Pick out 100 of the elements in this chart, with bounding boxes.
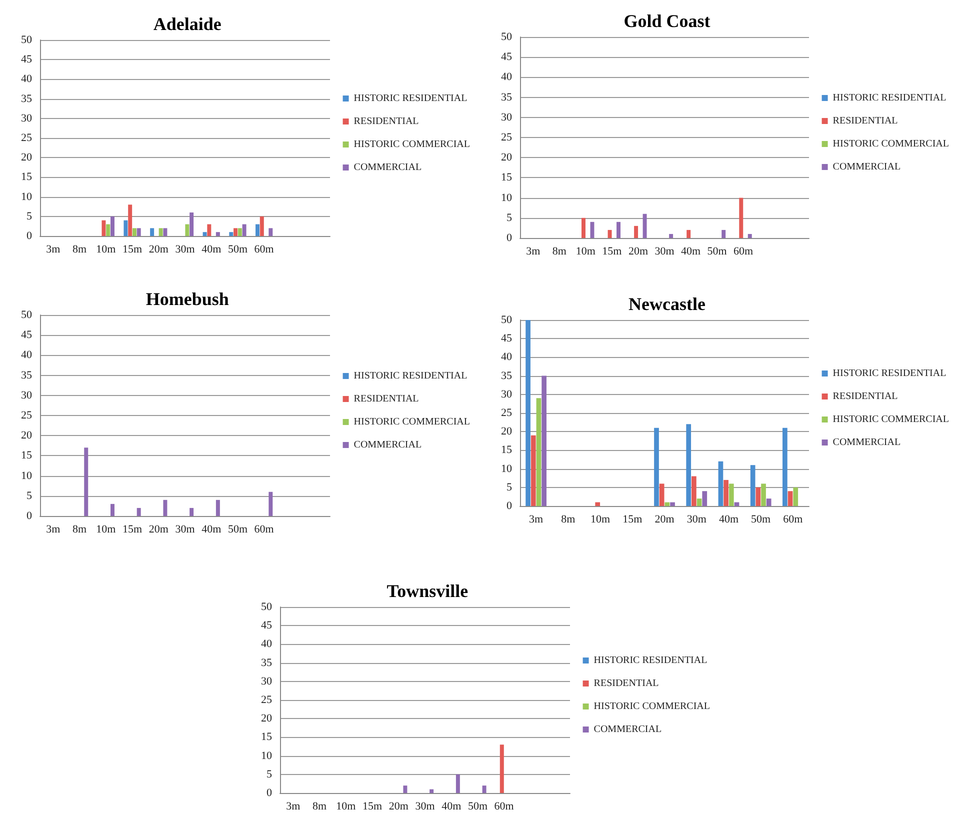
- y-tick-label: 45: [501, 51, 512, 64]
- y-tick-label: 15: [261, 731, 272, 744]
- bar: [608, 230, 612, 238]
- x-tick-label: 50m: [228, 524, 248, 536]
- bar: [430, 789, 434, 793]
- legend-label: COMMERCIAL: [832, 437, 901, 448]
- bar: [634, 226, 638, 238]
- bar: [106, 224, 110, 236]
- y-tick-label: 15: [501, 172, 512, 184]
- bar: [150, 228, 154, 236]
- chart-title: Gold Coast: [624, 11, 710, 31]
- y-tick-label: 10: [21, 470, 32, 482]
- x-tick-label: 8m: [552, 246, 567, 258]
- bar: [642, 214, 647, 238]
- x-tick-label: 10m: [96, 244, 116, 256]
- legend-label: HISTORIC RESIDENTIAL: [594, 655, 708, 666]
- bar: [456, 774, 460, 793]
- y-tick-label: 50: [501, 314, 512, 326]
- y-tick-label: 40: [261, 638, 272, 650]
- bar: [686, 230, 691, 238]
- legend-label: RESIDENTIAL: [832, 116, 898, 126]
- y-tick-label: 50: [501, 31, 512, 43]
- x-tick-label: 40m: [718, 514, 739, 526]
- chart-title: Newcastle: [628, 294, 706, 314]
- legend-label: COMMERCIAL: [354, 162, 422, 173]
- y-tick-label: 25: [501, 407, 512, 419]
- legend-label: HISTORIC COMMERCIAL: [594, 701, 710, 712]
- x-tick-label: 40m: [442, 800, 462, 812]
- bar: [136, 508, 141, 516]
- y-tick-label: 5: [26, 490, 32, 502]
- x-tick-label: 15m: [362, 800, 382, 812]
- bar: [84, 448, 88, 516]
- bar: [158, 228, 163, 236]
- x-tick-label: 50m: [707, 246, 728, 258]
- x-tick-label: 60m: [254, 524, 274, 536]
- y-tick-label: 30: [21, 389, 32, 402]
- x-tick-label: 50m: [468, 800, 488, 812]
- y-tick-label: 30: [501, 388, 512, 400]
- legend-label: RESIDENTIAL: [354, 394, 419, 404]
- y-tick-label: 50: [261, 601, 272, 613]
- bar: [124, 220, 128, 236]
- bar: [207, 224, 212, 236]
- bar: [202, 232, 207, 236]
- y-tick-label: 10: [501, 192, 512, 204]
- x-tick-label: 60m: [494, 800, 514, 812]
- y-tick-label: 20: [501, 426, 512, 438]
- bar: [128, 204, 132, 236]
- y-tick-label: 35: [261, 656, 272, 669]
- bar: [582, 218, 586, 238]
- bar: [403, 786, 408, 793]
- y-tick-label: 45: [21, 329, 32, 342]
- y-tick-label: 0: [506, 232, 512, 244]
- legend-label: HISTORIC COMMERCIAL: [832, 414, 950, 425]
- x-tick-label: 15m: [602, 246, 622, 258]
- x-tick-label: 20m: [148, 524, 169, 536]
- bar: [616, 222, 620, 238]
- y-tick-label: 35: [501, 370, 512, 382]
- legend-label: RESIDENTIAL: [594, 678, 659, 689]
- x-tick-label: 15m: [122, 244, 142, 256]
- bar: [724, 480, 728, 506]
- x-tick-label: 30m: [686, 514, 707, 526]
- y-tick-label: 0: [506, 500, 512, 512]
- bar: [136, 228, 141, 236]
- bar: [482, 786, 486, 793]
- bar: [268, 492, 273, 516]
- legend-label: HISTORIC RESIDENTIAL: [354, 370, 468, 382]
- bar: [692, 476, 696, 506]
- legend-label: HISTORIC RESIDENTIAL: [832, 92, 946, 104]
- x-tick-label: 15m: [622, 514, 643, 526]
- x-tick-label: 50m: [228, 244, 248, 256]
- y-tick-label: 20: [21, 430, 32, 442]
- legend-label: RESIDENTIAL: [832, 391, 898, 402]
- bar: [132, 228, 136, 236]
- legend-label: COMMERCIAL: [594, 724, 662, 735]
- bar: [242, 224, 246, 236]
- bar: [654, 428, 659, 506]
- chart-title: Townsville: [386, 581, 468, 601]
- x-tick-label: 3m: [286, 800, 301, 812]
- x-tick-label: 20m: [628, 246, 648, 258]
- bar: [750, 465, 756, 506]
- chart-title: Homebush: [146, 289, 229, 309]
- y-tick-label: 5: [506, 212, 512, 224]
- bar: [669, 234, 674, 238]
- bar: [702, 491, 708, 506]
- bar: [185, 224, 190, 236]
- y-tick-label: 20: [21, 152, 32, 164]
- y-tick-label: 5: [266, 768, 272, 780]
- bar: [739, 198, 744, 238]
- x-tick-label: 10m: [590, 514, 610, 526]
- chart-title: Adelaide: [153, 14, 222, 34]
- bar: [793, 487, 798, 506]
- bar: [542, 376, 546, 506]
- bar: [748, 234, 752, 238]
- x-tick-label: 10m: [576, 246, 596, 258]
- x-tick-label: 20m: [654, 514, 675, 526]
- legend-label: HISTORIC RESIDENTIAL: [354, 93, 468, 104]
- y-tick-label: 5: [506, 481, 512, 494]
- bar: [260, 216, 264, 236]
- bar: [163, 228, 168, 236]
- x-tick-label: 20m: [148, 244, 169, 256]
